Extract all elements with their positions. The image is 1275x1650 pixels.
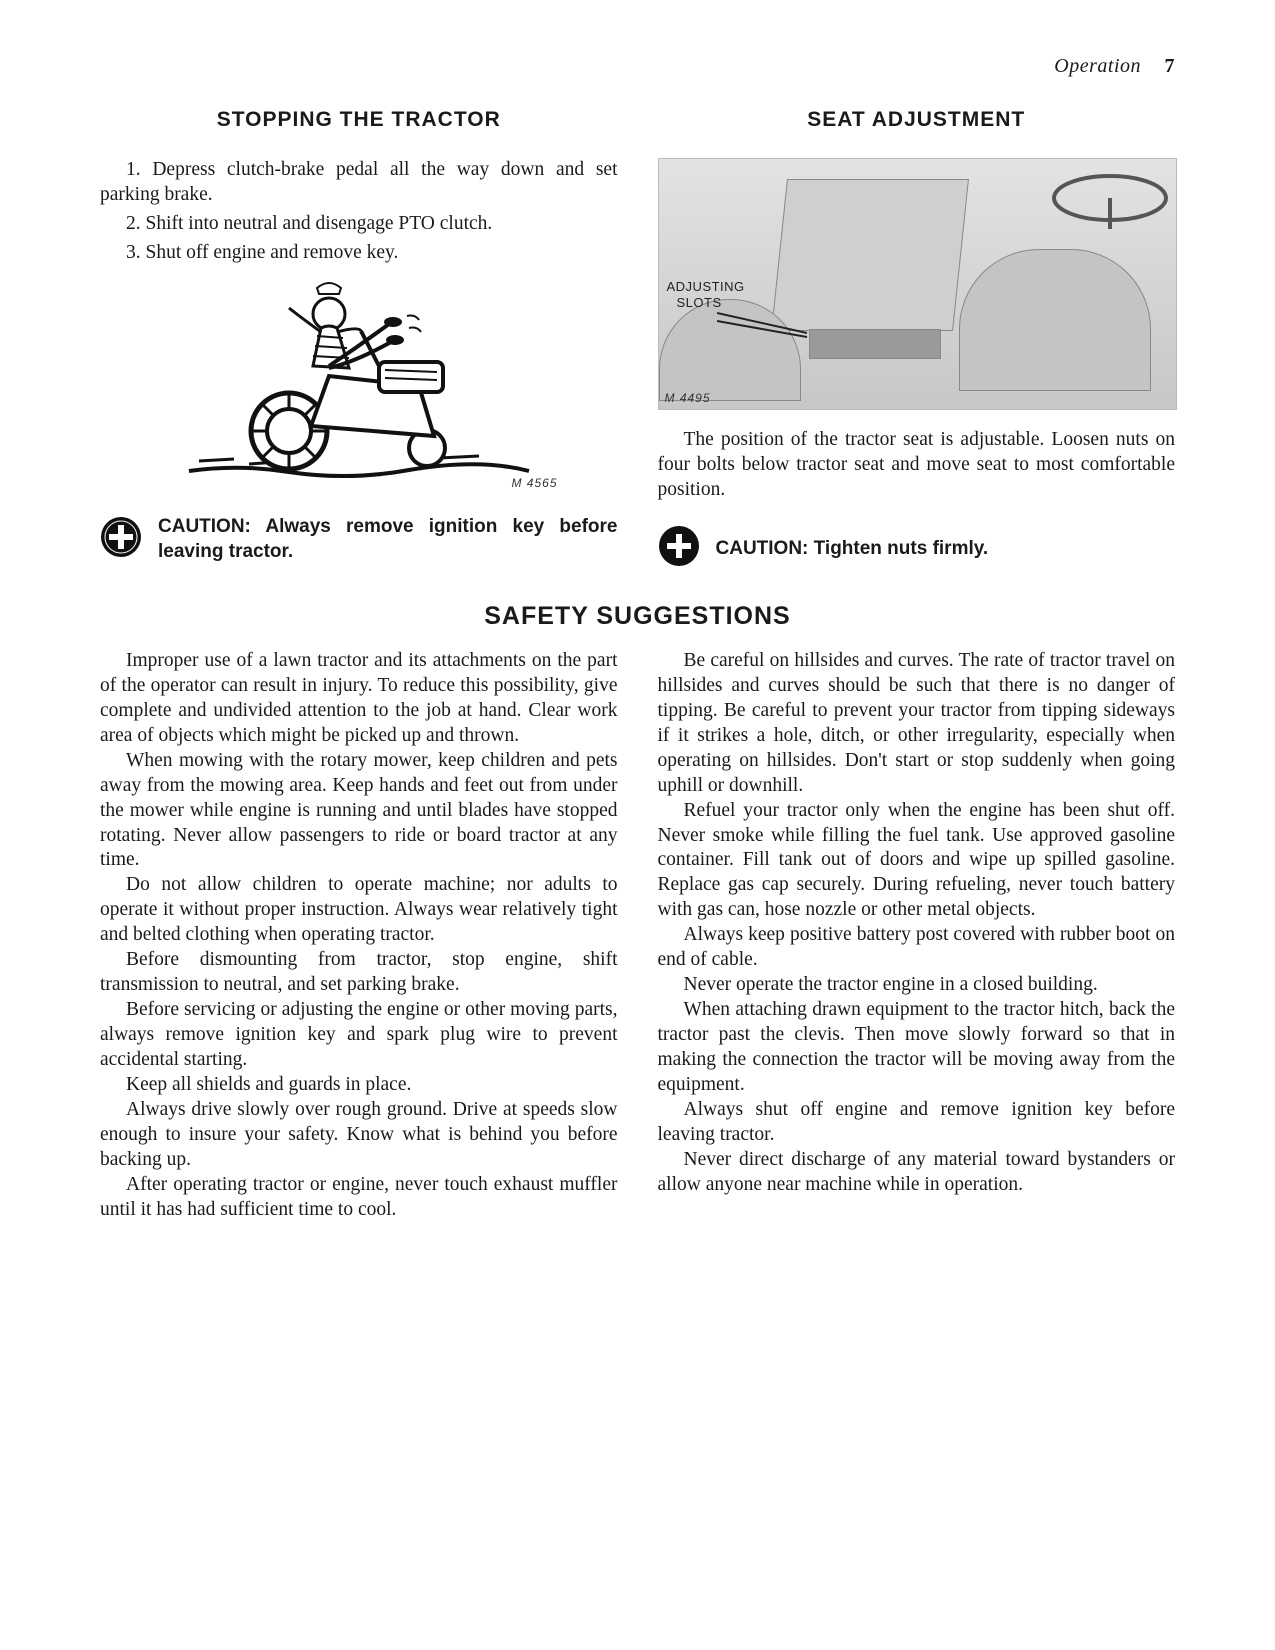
step-3: 3. Shut off engine and remove key.: [100, 241, 618, 266]
page-root: Operation 7 STOPPING THE TRACTOR 1. Depr…: [100, 55, 1175, 1570]
page-number: 7: [1165, 55, 1176, 77]
steering-wheel-icon: [1050, 163, 1170, 233]
caution-right-text: CAUTION: Tighten nuts firmly.: [716, 536, 989, 562]
safety-p7: Always drive slowly over rough ground. D…: [100, 1098, 618, 1173]
seat-para: The position of the tractor seat is adju…: [658, 428, 1176, 503]
caution-left: CAUTION: Always remove ignition key befo…: [100, 514, 618, 565]
seat-photo: ADJUSTING SLOTS M 4495: [658, 158, 1178, 410]
step-2: 2. Shift into neutral and disengage PTO …: [100, 212, 618, 237]
figure-ref: M 4565: [511, 476, 557, 490]
caution-icon: [100, 516, 142, 563]
safety-p6: Keep all shields and guards in place.: [100, 1073, 618, 1098]
safety-section: SAFETY SUGGESTIONS Improper use of a law…: [100, 602, 1175, 1223]
caution-left-text: CAUTION: Always remove ignition key befo…: [158, 514, 618, 565]
safety-p14: Always shut off engine and remove igniti…: [658, 1098, 1176, 1148]
safety-p12: Never operate the tractor engine in a cl…: [658, 973, 1176, 998]
caution-right: CAUTION: Tighten nuts firmly.: [658, 525, 1176, 572]
safety-p13: When attaching drawn equipment to the tr…: [658, 998, 1176, 1098]
section-name: Operation: [1054, 55, 1141, 77]
safety-p5: Before servicing or adjusting the engine…: [100, 998, 618, 1073]
heading-safety: SAFETY SUGGESTIONS: [100, 602, 1175, 631]
arrow-icon: [717, 299, 837, 339]
heading-seat: SEAT ADJUSTMENT: [658, 108, 1176, 132]
safety-p8: After operating tractor or engine, never…: [100, 1173, 618, 1223]
safety-p1: Improper use of a lawn tractor and its a…: [100, 649, 618, 749]
safety-p3: Do not allow children to operate machine…: [100, 873, 618, 948]
top-columns: STOPPING THE TRACTOR 1. Depress clutch-b…: [100, 104, 1175, 582]
running-header: Operation 7: [100, 55, 1175, 78]
safety-p15: Never direct discharge of any material t…: [658, 1148, 1176, 1198]
left-column: STOPPING THE TRACTOR 1. Depress clutch-b…: [100, 104, 618, 582]
label-adjusting: ADJUSTING: [667, 279, 745, 294]
safety-columns: Improper use of a lawn tractor and its a…: [100, 649, 1175, 1223]
cartoon-figure: [100, 276, 618, 486]
safety-p11: Always keep positive battery post covere…: [658, 923, 1176, 973]
right-column: SEAT ADJUSTMENT ADJUSTING: [658, 104, 1176, 582]
safety-p2: When mowing with the rotary mower, keep …: [100, 749, 618, 874]
safety-p10: Refuel your tractor only when the engine…: [658, 799, 1176, 924]
heading-stopping: STOPPING THE TRACTOR: [100, 108, 618, 132]
cartoon-svg: [179, 276, 539, 486]
label-slots: SLOTS: [677, 295, 722, 310]
caution-icon: [658, 525, 700, 572]
step-1: 1. Depress clutch-brake pedal all the wa…: [100, 158, 618, 208]
safety-p9: Be careful on hillsides and curves. The …: [658, 649, 1176, 799]
safety-p4: Before dismounting from tractor, stop en…: [100, 948, 618, 998]
photo-ref: M 4495: [665, 391, 711, 405]
